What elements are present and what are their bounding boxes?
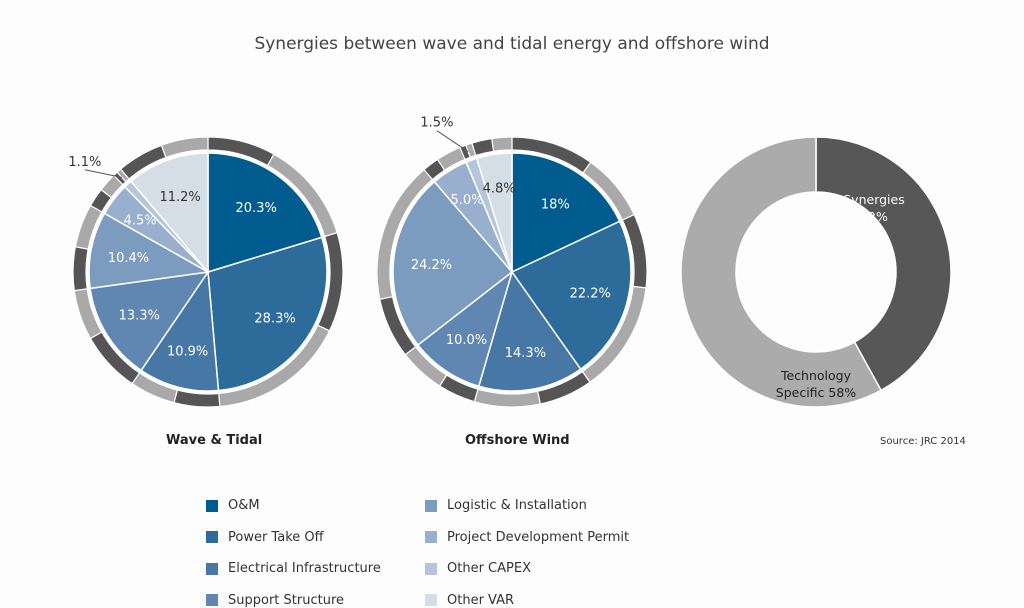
legend-item: Other CAPEX: [425, 561, 531, 576]
legend-swatch: [425, 499, 437, 512]
legend-swatch: [425, 594, 437, 606]
donut-label: 42%: [860, 209, 888, 224]
slice-label: 4.8%: [483, 181, 516, 196]
donut-label: Specific 58%: [776, 385, 857, 400]
pie-slice: [88, 212, 211, 290]
ring-specific-segment: [491, 136, 513, 153]
slice-label: 4.5%: [124, 214, 157, 229]
slice-label: 1.5%: [420, 116, 453, 131]
slice-label: 20.3%: [236, 201, 277, 216]
leader-line: [84, 169, 122, 178]
legend-item: Project Development Permit: [425, 530, 629, 545]
legend-item: Electrical Infrastructure: [206, 561, 381, 576]
ring-synergy-segment: [471, 137, 495, 157]
ring-synergy-segment: [173, 389, 221, 408]
legend-label: Other CAPEX: [447, 561, 531, 576]
legend-swatch: [206, 499, 218, 512]
pie-slice: [511, 152, 621, 274]
pie-slice: [207, 152, 323, 274]
slice-label: 10.4%: [108, 251, 149, 266]
legend-label: Electrical Infrastructure: [228, 561, 381, 576]
synergy-donut: Synergies 42% Technology Specific 58%: [680, 136, 952, 408]
slice-label: 18%: [541, 198, 570, 213]
legend-item: Power Take Off: [206, 530, 324, 545]
legend-item: Support Structure: [206, 593, 344, 608]
legend-item: Logistic & Installation: [425, 498, 587, 513]
pie-slice: [129, 152, 209, 275]
slice-label: 14.3%: [505, 346, 546, 361]
pie-slice: [392, 180, 514, 346]
pie-slice: [510, 220, 632, 371]
donut-segment: [680, 136, 883, 408]
slice-label: 24.2%: [411, 258, 452, 273]
slice-label: 10.0%: [446, 333, 487, 348]
legend-swatch: [206, 562, 218, 575]
legend-item: O&M: [206, 498, 260, 513]
donut-label: Technology: [780, 368, 852, 383]
legend-swatch: [425, 562, 437, 575]
donut-segment: [815, 136, 952, 392]
pie-slice: [477, 270, 582, 392]
wave-tidal-pie: 20.3% 28.3% 10.9% 13.3% 10.4% 4.5% 1.1% 11.2%: [68, 136, 344, 408]
legend-label: Other VAR: [447, 592, 515, 608]
slice-label: 5.0%: [450, 193, 483, 208]
legend-label: Support Structure: [228, 592, 344, 608]
slice-label: 10.9%: [167, 344, 208, 359]
ring-specific-segment: [160, 136, 209, 159]
slice-label: 1.1%: [68, 155, 101, 170]
leader-line: [436, 130, 469, 153]
legend-label: O&M: [228, 498, 260, 513]
chart-title: Synergies between wave and tidal energy …: [254, 34, 770, 54]
legend-label: Project Development Permit: [447, 529, 630, 545]
legend-swatch: [206, 594, 218, 606]
slice-label: 11.2%: [159, 190, 200, 205]
wave-tidal-caption: Wave & Tidal: [166, 433, 263, 448]
offshore-wind-caption: Offshore Wind: [465, 433, 570, 448]
ring-specific-segment: [473, 388, 542, 408]
offshore-wind-pie: 18% 22.2% 14.3% 10.0% 24.2% 5.0% 1.5% 4.8%: [376, 116, 648, 408]
slice-label: 22.2%: [570, 287, 611, 302]
legend-label: Power Take Off: [228, 529, 324, 545]
pie-slice: [140, 269, 220, 392]
pie-slice: [475, 152, 513, 273]
source-note: Source: JRC 2014: [880, 436, 966, 447]
legend-item: Other VAR: [425, 593, 514, 608]
legend-swatch: [206, 531, 218, 543]
donut-label: Synergies: [843, 192, 904, 207]
legend-swatch: [425, 531, 437, 543]
pie-slice: [207, 236, 328, 392]
slice-label: 28.3%: [254, 311, 295, 326]
pie-slice: [416, 269, 514, 388]
legend-label: Logistic & Installation: [447, 498, 587, 513]
slice-label: 13.3%: [119, 309, 160, 324]
pie-slice: [89, 271, 210, 372]
ring-synergy-segment: [72, 246, 89, 292]
